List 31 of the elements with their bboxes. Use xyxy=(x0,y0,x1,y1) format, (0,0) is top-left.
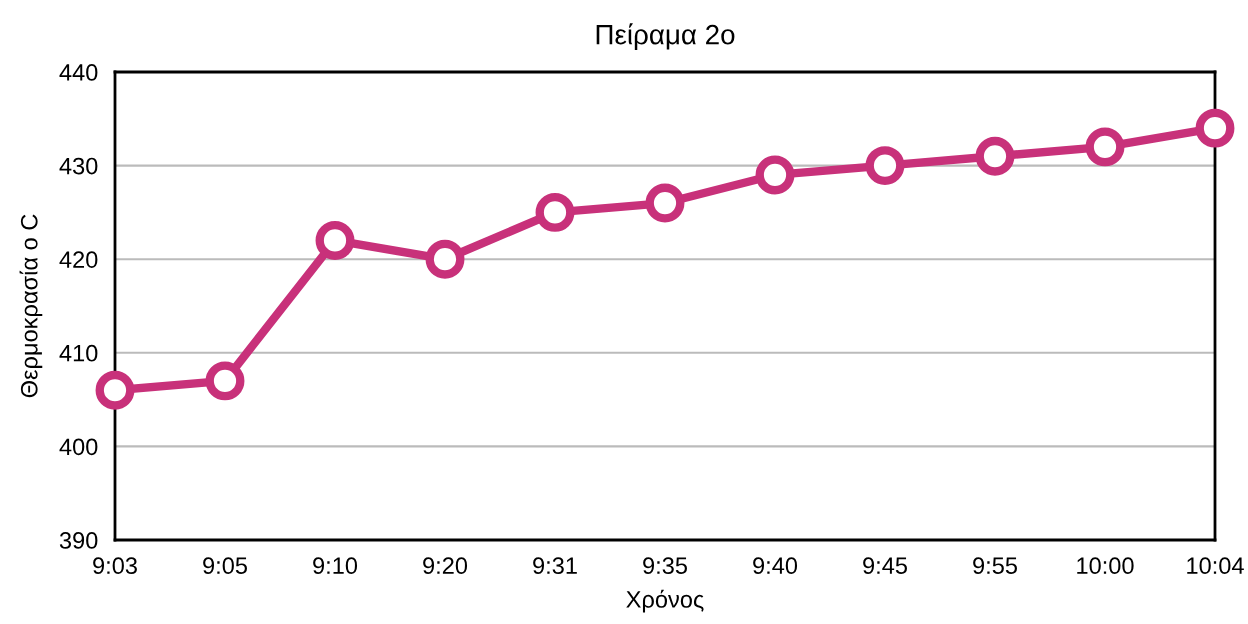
point xyxy=(865,146,905,186)
point xyxy=(425,239,465,279)
x-tick-label: 9:10 xyxy=(313,557,358,575)
y-tick-label: 420 xyxy=(59,251,98,268)
y-tick-label: 400 xyxy=(59,438,98,456)
point xyxy=(645,183,685,223)
x-tick-label: 9:45 xyxy=(863,557,907,575)
point xyxy=(535,192,575,232)
point xyxy=(1195,108,1235,148)
x-tick-label: 9:40 xyxy=(753,557,798,575)
x-tick-label: 10:00 xyxy=(1077,557,1134,575)
x-tick-label: 9:31 xyxy=(533,557,577,575)
point xyxy=(1085,127,1125,167)
chart-title: Πείραμα 2ο xyxy=(596,23,735,50)
y-axis-title: Θερμοκρασία ο C xyxy=(19,214,43,398)
y-tick-label: 430 xyxy=(59,157,98,175)
x-tick-label: 10:04 xyxy=(1187,557,1244,575)
x-axis-title: Χρόνος xyxy=(626,589,704,613)
point xyxy=(205,361,245,401)
point xyxy=(755,155,795,195)
x-tick-label: 9:03 xyxy=(93,557,137,575)
y-tick-label: 440 xyxy=(59,64,98,81)
point xyxy=(975,136,1015,176)
x-tick-label: 9:35 xyxy=(643,557,687,575)
y-tick-label: 390 xyxy=(59,532,98,549)
y-tick-label: 410 xyxy=(59,344,98,362)
x-tick-label: 9:05 xyxy=(203,557,247,575)
x-tick-label: 9:55 xyxy=(973,557,1017,575)
x-tick-label: 9:20 xyxy=(423,557,468,575)
point xyxy=(95,370,135,410)
point xyxy=(315,221,355,260)
